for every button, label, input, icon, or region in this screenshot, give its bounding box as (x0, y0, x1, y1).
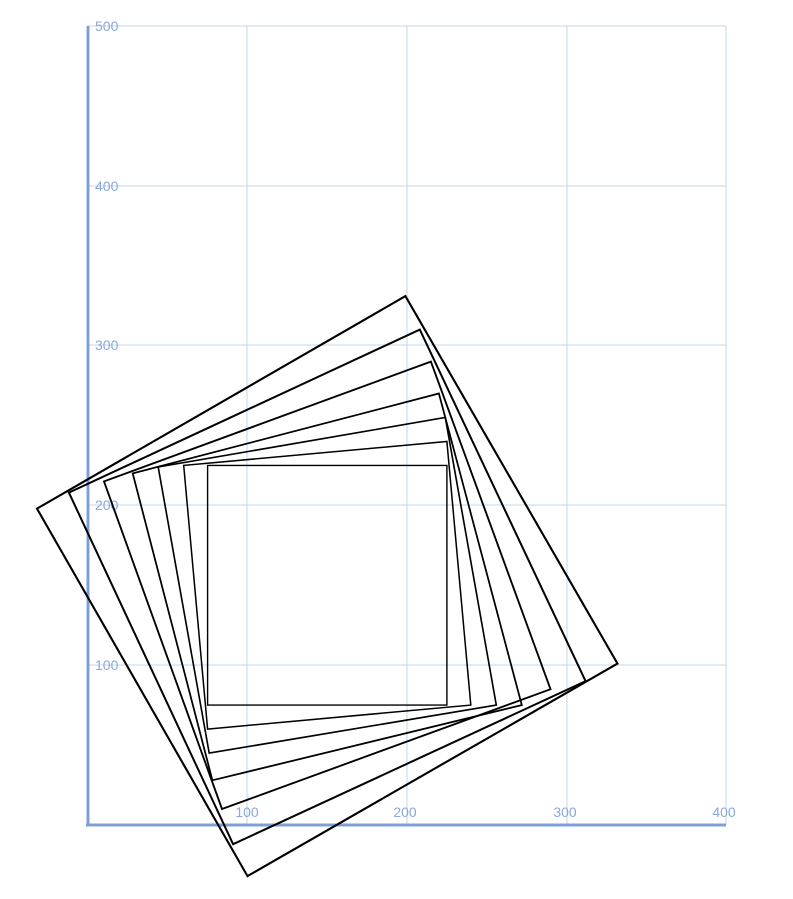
x-tick-label-200: 200 (393, 804, 417, 820)
square-7 (35, 294, 619, 878)
square-6 (67, 328, 587, 846)
y-tick-label-200: 200 (95, 497, 119, 513)
square-2 (182, 440, 472, 730)
square-3 (157, 416, 498, 755)
square-5 (102, 360, 552, 811)
y-tick-label-500: 500 (95, 18, 119, 34)
x-tick-label-100: 100 (235, 804, 259, 820)
y-tick-label-400: 400 (95, 178, 119, 194)
grid (87, 25, 727, 825)
x-tick-label-400: 400 (712, 804, 736, 820)
y-tick-label-300: 300 (95, 337, 119, 353)
y-tick-label-100: 100 (95, 657, 119, 673)
square-4 (131, 392, 523, 782)
x-tick-label-300: 300 (553, 804, 577, 820)
rotated-squares (35, 294, 619, 878)
square-1 (206, 464, 448, 706)
tick-labels: 100 200 300 400 100 200 300 400 500 (95, 18, 736, 820)
axes (86, 26, 726, 827)
